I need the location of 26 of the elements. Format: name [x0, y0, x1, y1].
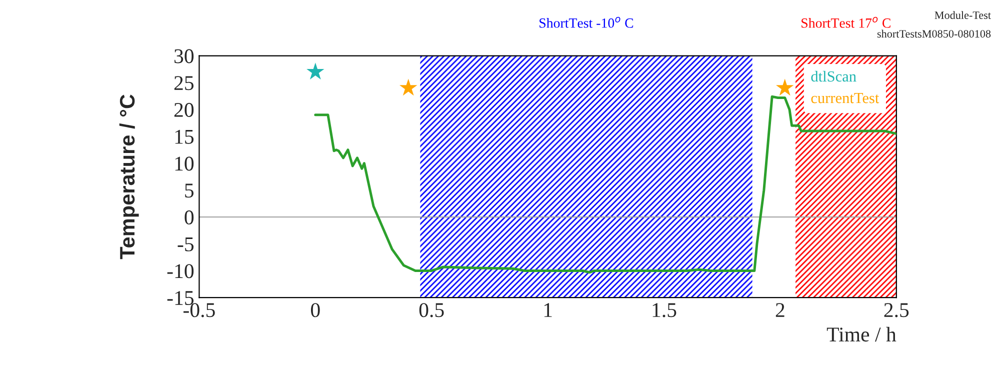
y-tick-label: 15 — [175, 130, 194, 144]
x-tick-label: 2.5 — [884, 303, 909, 318]
x-tick-label: 1 — [544, 303, 552, 317]
y-tick-label: -10 — [167, 264, 194, 278]
y-tick-label: -15 — [167, 291, 194, 306]
text: shortTestsM0850-080108 — [877, 30, 991, 38]
text: dtlScan — [811, 70, 856, 82]
x-tick-label: 0.5 — [419, 303, 444, 318]
y-tick-label: 20 — [174, 102, 194, 117]
x-tick-label: 0 — [310, 303, 320, 318]
x-axis-title: Time / h — [826, 326, 896, 342]
y-tick-label: 10 — [175, 156, 194, 171]
y-tick-label: -5 — [178, 237, 194, 252]
x-tick-label: 1.5 — [652, 303, 676, 318]
y-axis-title: Temperature / °C — [119, 94, 139, 260]
band-label: ShortTest 17$^{o}$ C — [802, 16, 890, 28]
x-tick-label: -0.5 — [183, 303, 215, 318]
y-tick-label: 30 — [174, 49, 194, 64]
series-label: currentTest — [811, 93, 880, 104]
x-tick-label: 2 — [776, 303, 784, 317]
y-tick-label: 5 — [185, 184, 194, 198]
line-series — [314, 95, 896, 274]
y-tick-label: 25 — [174, 76, 194, 90]
band-label: ShortTest -10$^{o}$ C — [540, 16, 634, 28]
text: Module-Test — [934, 11, 991, 19]
y-tick-label: 0 — [184, 210, 194, 224]
